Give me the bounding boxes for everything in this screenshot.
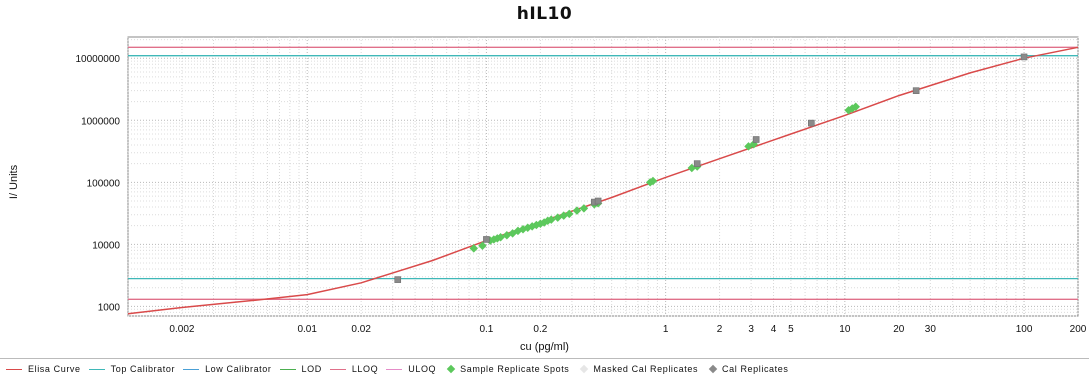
x-tick-label: 2 (717, 324, 723, 335)
sample-replicate-point (478, 241, 487, 250)
y-tick-label: 1000 (98, 302, 121, 313)
legend-label: Low Calibrator (205, 364, 272, 374)
legend-item: Masked Cal Replicates (577, 364, 698, 374)
cal-replicate-point (594, 197, 602, 205)
legend-item: Sample Replicate Spots (444, 364, 569, 374)
chart-title: hIL10 (516, 4, 573, 24)
legend-marker-swatch (580, 364, 589, 374)
x-tick-label: 10 (839, 324, 851, 335)
legend-label: LLOQ (351, 364, 379, 374)
legend-line-swatch (6, 368, 22, 370)
legend-line-swatch (279, 368, 296, 370)
x-tick-label: 100 (1016, 324, 1033, 335)
legend-label: Masked Cal Replicates (593, 364, 699, 374)
legend-label: Top Calibrator (110, 364, 176, 374)
x-tick-label: 5 (788, 324, 794, 335)
x-tick-label: 0.01 (297, 324, 317, 335)
x-tick-label: 1 (663, 324, 669, 335)
plot-frame (127, 36, 1079, 317)
legend-item: Low Calibrator (183, 364, 271, 374)
legend-line-swatch (183, 368, 200, 370)
x-tick-label: 200 (1070, 324, 1087, 335)
cal-replicate-point (912, 87, 920, 94)
legend-line-swatch (386, 368, 403, 370)
legend-label: LOD (301, 364, 322, 374)
x-tick-label: 0.1 (479, 324, 493, 335)
x-tick-label: 0.02 (351, 324, 371, 335)
sample-replicate-point (469, 244, 479, 253)
x-tick-label: 0.002 (169, 324, 194, 335)
legend-line-swatch (329, 368, 346, 370)
legend-label: Cal Replicates (722, 364, 789, 374)
cal-replicate-point (752, 136, 760, 143)
x-tick-label: 30 (925, 324, 937, 335)
cal-replicate-point (1020, 53, 1028, 61)
x-tick-label: 3 (748, 324, 754, 335)
cal-replicate-point (483, 236, 490, 243)
legend-item: Elisa Curve (6, 364, 81, 374)
x-tick-label: 20 (893, 324, 905, 335)
cal-replicate-point (808, 119, 815, 127)
legend-item: LLOQ (329, 364, 379, 374)
legend-marker-swatch (446, 364, 456, 374)
cal-replicate-point (394, 276, 402, 283)
cal-replicate-point (693, 160, 701, 167)
legend-label: Sample Replicate Spots (460, 364, 570, 374)
elisa-curve (127, 46, 1079, 315)
legend: Elisa Curve Top Calibrator Low Calibrator L… (0, 358, 1089, 379)
x-tick-label: 0.2 (533, 324, 547, 335)
y-tick-label: 100000 (87, 178, 121, 189)
y-tick-label: 10000000 (76, 54, 121, 65)
legend-line-swatch (88, 368, 105, 370)
plot-area: 0.002 0.01 0.02 0.1 0.2 1 2 3 4 5 10 20 30 100 200 1000… (76, 36, 1087, 335)
legend-marker-swatch (708, 364, 718, 374)
legend-item: Top Calibrator (88, 364, 176, 374)
legend-item: Cal Replicates (706, 364, 788, 374)
x-axis-label: cu (pg/ml) (520, 341, 569, 353)
legend-label: Elisa Curve (28, 364, 81, 374)
legend-label: ULOQ (408, 364, 437, 374)
legend-item: ULOQ (386, 364, 436, 374)
x-tick-label: 4 (771, 324, 777, 335)
y-tick-label: 10000 (92, 240, 120, 251)
legend-item: LOD (279, 364, 322, 374)
y-tick-label: 1000000 (81, 116, 120, 127)
